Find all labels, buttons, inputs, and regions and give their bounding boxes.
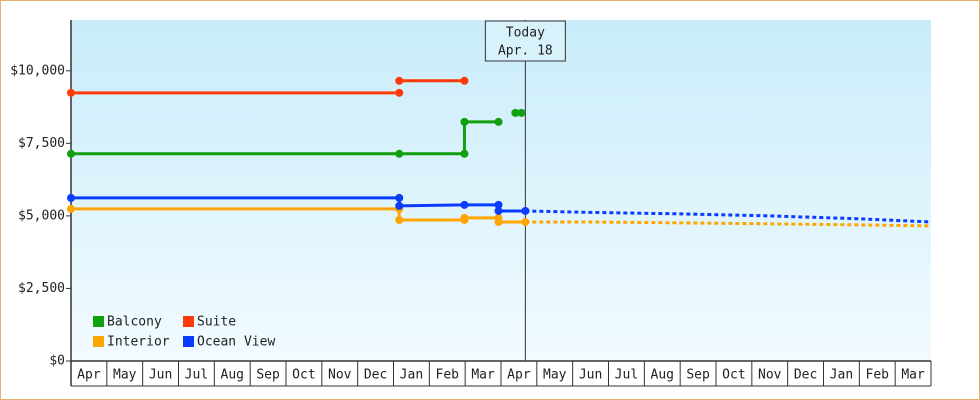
x-tick-label: Feb (866, 368, 890, 383)
data-point (460, 213, 469, 222)
x-tick-label: Oct (722, 368, 745, 383)
x-tick-label: May (113, 368, 137, 383)
x-tick-label: Nov (328, 368, 352, 383)
data-point (460, 117, 469, 126)
data-point (517, 108, 526, 117)
legend-swatch (93, 336, 104, 347)
data-point (395, 76, 404, 85)
x-tick-label: Jan (830, 368, 853, 383)
x-tick-label: Jun (149, 368, 172, 383)
today-label: Apr. 18 (498, 44, 553, 59)
x-tick-label: Nov (758, 368, 782, 383)
data-point (511, 108, 520, 117)
x-tick-label: Jan (400, 368, 423, 383)
legend-swatch (93, 316, 104, 327)
x-tick-label: Mar (471, 368, 495, 383)
x-tick-label: Mar (901, 368, 925, 383)
data-point (494, 117, 503, 126)
plot-area (71, 20, 931, 361)
data-point (67, 88, 75, 97)
data-point (67, 204, 75, 213)
data-point (460, 76, 469, 85)
today-box (484, 20, 566, 62)
forecast-line (525, 220, 932, 228)
x-tick-label: Apr (507, 368, 531, 383)
legend-label: Ocean View (197, 335, 275, 350)
legend-label: Balcony (107, 315, 162, 330)
x-tick-label: Dec (794, 368, 817, 383)
data-point (395, 149, 404, 158)
data-point (395, 201, 404, 210)
x-tick-label: Jun (579, 368, 602, 383)
x-tick-label: Aug (651, 368, 674, 383)
today-label: Today (506, 26, 545, 41)
data-point (494, 206, 503, 215)
x-tick-label: Oct (292, 368, 315, 383)
x-tick-label: Jul (615, 368, 638, 383)
x-tick-label: Dec (364, 368, 387, 383)
data-point (395, 88, 404, 97)
data-point (67, 149, 75, 158)
data-point (460, 149, 469, 158)
y-tick-label: $7,500 (18, 136, 65, 151)
y-tick-label: $0 (49, 354, 65, 369)
y-tick-label: $10,000 (10, 63, 65, 78)
x-tick-label: Apr (77, 368, 101, 383)
x-tick-label: Sep (686, 368, 710, 383)
data-point (494, 217, 503, 226)
data-point (460, 200, 469, 209)
forecast-line (525, 209, 932, 224)
x-tick-label: May (543, 368, 567, 383)
data-point (494, 200, 503, 209)
legend-swatch (183, 336, 194, 347)
y-tick-label: $2,500 (18, 281, 65, 296)
x-tick-label: Aug (221, 368, 244, 383)
x-tick-label: Sep (256, 368, 280, 383)
y-tick-label: $5,000 (18, 208, 65, 223)
x-tick-label: Jul (185, 368, 208, 383)
data-point (67, 193, 75, 202)
data-point (521, 206, 530, 215)
legend-label: Interior (107, 335, 170, 350)
x-tick-label: Feb (436, 368, 460, 383)
data-point (395, 215, 404, 224)
legend-swatch (183, 316, 194, 327)
data-point (395, 193, 404, 202)
data-point (521, 217, 530, 226)
legend-label: Suite (197, 315, 236, 330)
